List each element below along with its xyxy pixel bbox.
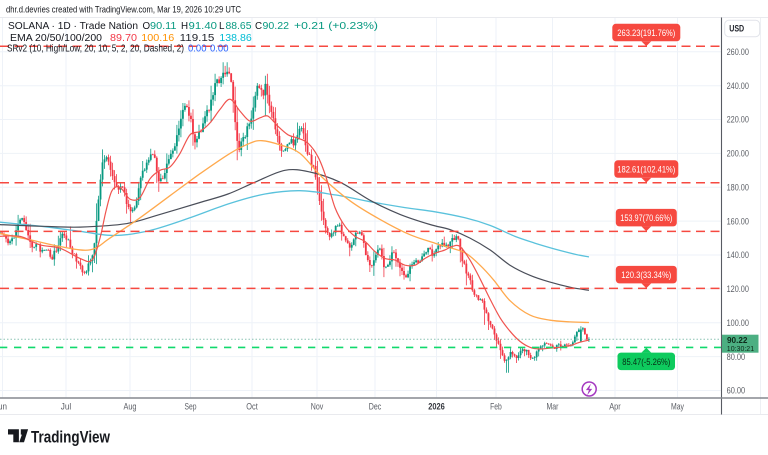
svg-text:Dec: Dec <box>369 402 382 412</box>
svg-text:dhr.d.devries created with Tra: dhr.d.devries created with TradingView.c… <box>6 4 241 15</box>
svg-text:L: L <box>219 21 225 32</box>
svg-text:91.40: 91.40 <box>189 21 218 32</box>
svg-text:Mar: Mar <box>547 402 559 412</box>
svg-text:TradingView: TradingView <box>31 428 111 447</box>
svg-text:Sep: Sep <box>185 402 197 412</box>
svg-text:Jul: Jul <box>61 402 72 412</box>
svg-text:Nov: Nov <box>311 402 324 412</box>
svg-text:+0.21 (+0.23%): +0.21 (+0.23%) <box>294 21 378 32</box>
svg-text:153.97(70.66%): 153.97(70.66%) <box>620 213 672 223</box>
svg-text:100.16: 100.16 <box>141 33 175 44</box>
svg-text:220.00: 220.00 <box>727 115 749 125</box>
svg-text:Aug: Aug <box>124 402 137 412</box>
svg-text:Jun: Jun <box>0 402 7 412</box>
svg-text:May: May <box>671 402 684 412</box>
svg-text:100.00: 100.00 <box>727 318 749 328</box>
svg-text:138.86: 138.86 <box>219 33 252 44</box>
svg-text:SRv2 (10, High/Low, 20, 10, 5,: SRv2 (10, High/Low, 20, 10, 5, 2, 20, Da… <box>7 44 184 55</box>
svg-text:Oct: Oct <box>246 402 258 412</box>
svg-text:O: O <box>143 21 151 32</box>
svg-text:60.00: 60.00 <box>727 386 746 396</box>
svg-text:H: H <box>181 21 188 32</box>
svg-text:90.22: 90.22 <box>727 336 748 345</box>
svg-text:0.00: 0.00 <box>210 44 229 55</box>
svg-text:2026: 2026 <box>428 402 445 412</box>
svg-text:160.00: 160.00 <box>727 216 749 226</box>
svg-text:180.00: 180.00 <box>727 183 749 193</box>
svg-text:120.00: 120.00 <box>727 284 749 294</box>
svg-text:200.00: 200.00 <box>727 149 749 159</box>
svg-text:240.00: 240.00 <box>727 81 749 91</box>
svg-text:10:30:21: 10:30:21 <box>727 344 754 353</box>
svg-text:Apr: Apr <box>609 402 621 412</box>
svg-text:Feb: Feb <box>490 402 502 412</box>
svg-text:90.11: 90.11 <box>150 21 177 32</box>
svg-text:140.00: 140.00 <box>727 250 749 260</box>
svg-text:0.00: 0.00 <box>188 44 207 55</box>
svg-text:89.70: 89.70 <box>110 33 138 44</box>
svg-text:182.61(102.41%): 182.61(102.41%) <box>617 165 675 175</box>
svg-text:C: C <box>255 21 262 32</box>
svg-text:119.15: 119.15 <box>180 33 215 44</box>
svg-text:85.47(-5.26%): 85.47(-5.26%) <box>622 357 670 367</box>
svg-text:USD: USD <box>729 24 744 34</box>
svg-text:SOLANA · 1D · Trade Nation: SOLANA · 1D · Trade Nation <box>8 21 138 32</box>
svg-text:88.65: 88.65 <box>226 21 253 32</box>
svg-text:80.00: 80.00 <box>727 352 746 362</box>
svg-text:90.22: 90.22 <box>263 21 290 32</box>
svg-text:260.00: 260.00 <box>727 47 749 57</box>
svg-text:120.3(33.34%): 120.3(33.34%) <box>621 270 671 280</box>
svg-text:EMA 20/50/100/200: EMA 20/50/100/200 <box>10 33 103 44</box>
svg-text:263.23(191.76%): 263.23(191.76%) <box>617 28 675 38</box>
